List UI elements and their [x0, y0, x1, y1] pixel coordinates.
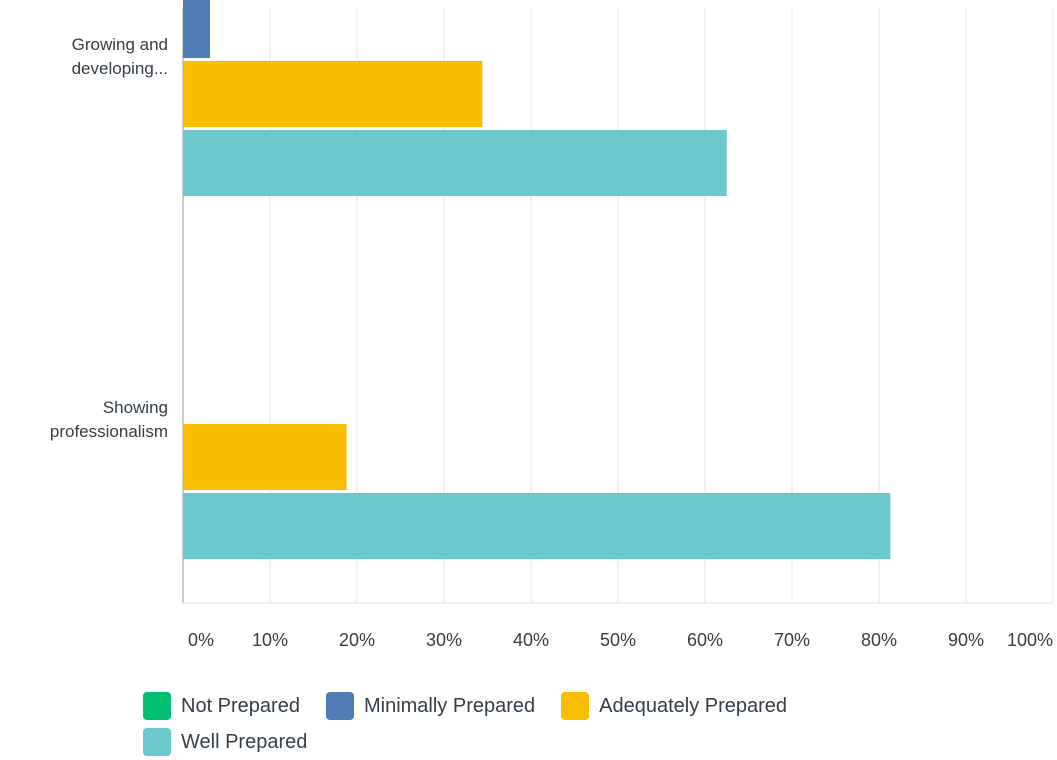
bar	[183, 130, 727, 196]
bar	[183, 493, 891, 559]
bars	[183, 0, 891, 559]
x-tick-label: 60%	[687, 630, 723, 650]
x-tick-label: 40%	[513, 630, 549, 650]
x-tick-label: 0%	[188, 630, 214, 650]
x-tick-label: 80%	[861, 630, 897, 650]
x-tick-label: 50%	[600, 630, 636, 650]
legend-item-well-prepared: Well Prepared	[143, 728, 307, 756]
legend-label: Well Prepared	[181, 730, 308, 753]
x-tick-label: 20%	[339, 630, 375, 650]
x-tick-label: 70%	[774, 630, 810, 650]
legend-item-not-prepared: Not Prepared	[143, 692, 300, 720]
category-label-growing: Growing and developing...	[72, 33, 168, 81]
legend-item-adequately-prepared: Adequately Prepared	[561, 692, 787, 720]
bar	[183, 424, 347, 490]
x-tick-label: 90%	[948, 630, 984, 650]
category-label-line: Showing	[102, 398, 168, 417]
x-tick-label: 30%	[426, 630, 462, 650]
legend-swatch	[143, 728, 171, 756]
x-tick-label: 10%	[252, 630, 288, 650]
category-label-line: developing...	[71, 59, 168, 78]
x-tick-label: 100%	[1007, 630, 1053, 650]
category-label-line: professionalism	[49, 422, 168, 441]
legend-label: Adequately Prepared	[599, 694, 788, 717]
category-label-line: Growing and	[71, 35, 168, 54]
legend-swatch	[325, 692, 354, 720]
legend-swatch	[561, 692, 590, 720]
legend-label: Minimally Prepared	[363, 694, 536, 717]
x-axis-ticks: 0% 10% 20% 30% 40% 50% 60% 70% 80% 90% 100%	[188, 630, 1053, 650]
legend-item-minimally-prepared: Minimally Prepared	[325, 692, 536, 720]
legend-row: Well Prepared	[143, 724, 1043, 760]
bar	[183, 61, 483, 127]
bar	[183, 0, 210, 58]
bar-chart: 0% 10% 20% 30% 40% 50% 60% 70% 80% 90% 100%	[182, 0, 1054, 650]
legend-label: Not Prepared	[181, 694, 300, 717]
category-label-professionalism: Showing professionalism	[50, 396, 168, 444]
legend: Not Prepared Minimally Prepared Adequate…	[143, 688, 1043, 760]
legend-row: Not Prepared Minimally Prepared Adequate…	[143, 688, 1043, 724]
legend-swatch	[143, 692, 171, 720]
